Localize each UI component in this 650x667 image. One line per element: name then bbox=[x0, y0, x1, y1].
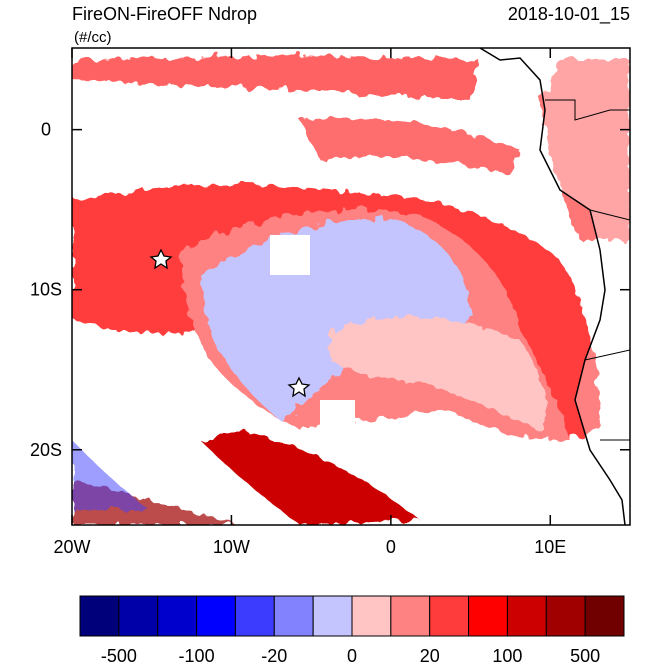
colorbar: -500 -100 -20 0 20 100 500 bbox=[79, 595, 625, 666]
y-tick-label: 10S bbox=[30, 280, 62, 300]
colorbar-label: 20 bbox=[420, 646, 440, 666]
y-tick-label: 20S bbox=[30, 440, 62, 460]
colorbar-label: -100 bbox=[179, 646, 215, 666]
colorbar-label: -20 bbox=[261, 646, 287, 666]
y-tick-label: 0 bbox=[41, 120, 51, 140]
x-tick-label: 10E bbox=[534, 537, 566, 557]
plot-frame bbox=[71, 47, 631, 526]
date: 2018-10-01_15 bbox=[508, 4, 630, 25]
colorbar-box bbox=[118, 595, 159, 637]
site-marker bbox=[149, 248, 173, 270]
colorbar-label: 0 bbox=[347, 646, 357, 666]
colorbar-box bbox=[468, 595, 508, 637]
units: (#/cc) bbox=[74, 29, 112, 46]
land bbox=[480, 48, 630, 525]
coastline bbox=[479, 48, 626, 525]
colorbar-box bbox=[390, 595, 431, 637]
colorbar-label: 500 bbox=[570, 646, 600, 666]
colorbar-box bbox=[79, 595, 120, 637]
gap bbox=[320, 400, 355, 430]
colorbar-box bbox=[506, 595, 547, 637]
field bbox=[72, 48, 630, 525]
colorbar-box bbox=[196, 595, 236, 637]
gap bbox=[270, 235, 310, 275]
borders bbox=[545, 99, 630, 441]
site-marker bbox=[287, 376, 311, 398]
colorbar-box bbox=[429, 595, 470, 637]
x-tick-label: 10W bbox=[213, 537, 250, 557]
colorbar-box bbox=[234, 595, 275, 637]
x-tick-label: 20W bbox=[53, 537, 90, 557]
axes: 20W 10W 0 10E 0 10S 20S bbox=[30, 48, 630, 557]
colorbar-box bbox=[312, 595, 353, 637]
colorbar-box bbox=[545, 595, 586, 637]
title: FireON-FireOFF Ndrop bbox=[72, 4, 257, 24]
colorbar-box bbox=[584, 595, 625, 637]
colorbar-box bbox=[351, 595, 392, 637]
colorbar-label: 100 bbox=[492, 646, 522, 666]
colorbar-box bbox=[273, 595, 314, 637]
colorbar-box bbox=[157, 595, 198, 637]
colorbar-label: -500 bbox=[101, 646, 137, 666]
x-tick-label: 0 bbox=[386, 537, 396, 557]
